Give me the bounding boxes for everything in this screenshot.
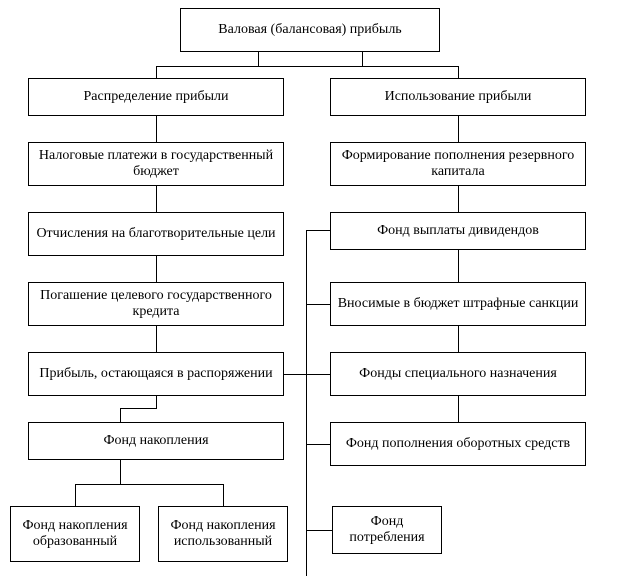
edge — [120, 408, 157, 409]
edge — [458, 116, 459, 142]
node-fn: Фонд накопления — [28, 422, 284, 460]
node-right-d-label: Вносимые в бюджет штрафные санкции — [338, 296, 579, 312]
node-left-d: Погашение целевого государственного кред… — [28, 282, 284, 326]
node-left-e-label: Прибыль, остающаяся в распоряжении — [39, 366, 272, 382]
node-left-a: Распределение прибыли — [28, 78, 284, 116]
edge — [458, 396, 459, 422]
edge — [458, 326, 459, 352]
edge — [156, 256, 157, 282]
node-right-a-label: Использование прибыли — [385, 89, 532, 105]
edge — [156, 66, 459, 67]
edge — [120, 460, 121, 484]
node-right-f: Фонд пополнения оборотных средств — [330, 422, 586, 466]
edge — [156, 116, 157, 142]
node-left-a-label: Распределение прибыли — [84, 89, 229, 105]
edge — [258, 52, 259, 66]
edge — [156, 66, 157, 78]
node-right-b: Формирование пополнения резервного капит… — [330, 142, 586, 186]
node-right-c: Фонд выплаты дивидендов — [330, 212, 586, 250]
node-right-c-label: Фонд выплаты дивидендов — [377, 223, 539, 239]
edge — [223, 484, 224, 506]
edge — [156, 186, 157, 212]
edge — [284, 374, 330, 375]
node-fn1: Фонд накопления образованный — [10, 506, 140, 562]
node-root-label: Валовая (балансовая) прибыль — [218, 22, 401, 38]
node-right-d: Вносимые в бюджет штрафные санкции — [330, 282, 586, 326]
edge — [362, 52, 363, 66]
edge — [306, 444, 330, 445]
edge — [306, 304, 330, 305]
edge — [458, 250, 459, 282]
edge — [306, 230, 307, 576]
node-left-c-label: Отчисления на благотворительные цели — [36, 226, 275, 242]
edge — [75, 484, 224, 485]
flowchart-canvas: Валовая (балансовая) прибыль Распределен… — [0, 0, 640, 576]
edge — [156, 396, 157, 408]
edge — [306, 530, 332, 531]
edge — [458, 186, 459, 212]
edge — [306, 230, 330, 231]
node-fp-label: Фонд потребления — [337, 514, 437, 546]
node-fp: Фонд потребления — [332, 506, 442, 554]
node-left-b: Налоговые платежи в государственный бюдж… — [28, 142, 284, 186]
edge — [75, 484, 76, 506]
node-fn2: Фонд накопления использованный — [158, 506, 288, 562]
node-left-b-label: Налоговые платежи в государственный бюдж… — [33, 148, 279, 180]
edge — [120, 408, 121, 422]
node-right-e-label: Фонды специального назначения — [359, 366, 557, 382]
node-right-f-label: Фонд пополнения оборотных средств — [346, 436, 570, 452]
node-right-b-label: Формирование пополнения резервного капит… — [335, 148, 581, 180]
edge — [156, 326, 157, 352]
node-root: Валовая (балансовая) прибыль — [180, 8, 440, 52]
node-right-e: Фонды специального назначения — [330, 352, 586, 396]
node-fn1-label: Фонд накопления образованный — [15, 518, 135, 550]
node-fn2-label: Фонд накопления использованный — [163, 518, 283, 550]
node-left-c: Отчисления на благотворительные цели — [28, 212, 284, 256]
node-fn-label: Фонд накопления — [103, 433, 208, 449]
edge — [458, 66, 459, 78]
node-left-d-label: Погашение целевого государственного кред… — [33, 288, 279, 320]
node-right-a: Использование прибыли — [330, 78, 586, 116]
node-left-e: Прибыль, остающаяся в распоряжении — [28, 352, 284, 396]
